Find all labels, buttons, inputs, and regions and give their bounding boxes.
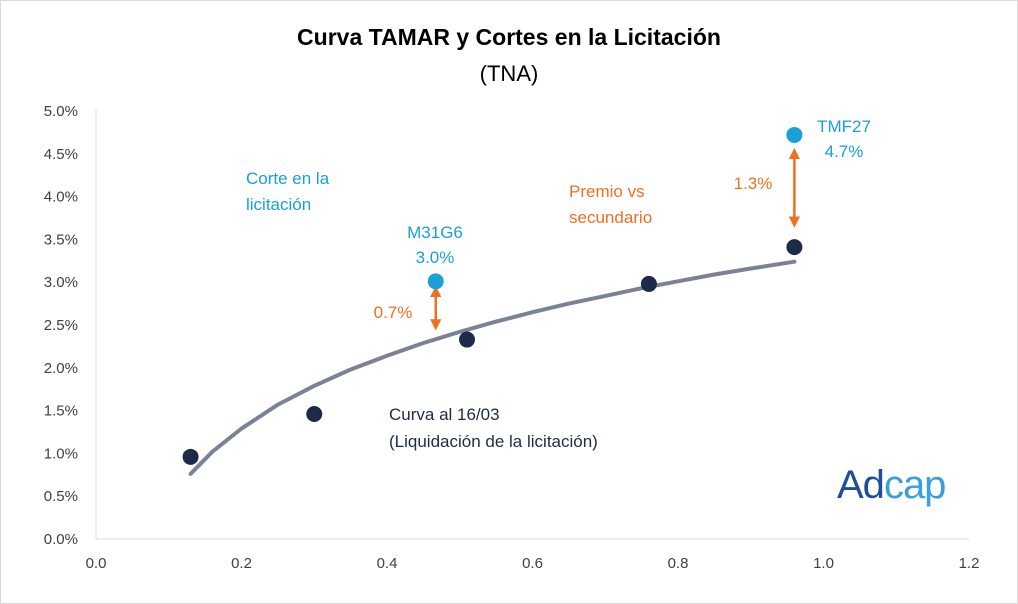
data-point — [306, 406, 323, 423]
premium-arrows — [430, 147, 801, 331]
tmf27-name-label: TMF27 — [817, 117, 871, 136]
x-tick-label: 0.6 — [522, 555, 543, 572]
curva-label-line1: Curva al 16/03 — [389, 405, 500, 424]
y-tick-label: 4.5% — [44, 146, 78, 163]
y-tick-label: 0.5% — [44, 488, 78, 505]
tmf27-value-label: 4.7% — [825, 142, 864, 161]
chart-title: Curva TAMAR y Cortes en la Licitación — [297, 24, 721, 50]
adcap-logo-part2: cap — [884, 463, 946, 507]
y-tick-label: 1.0% — [44, 445, 78, 462]
y-tick-label: 4.0% — [44, 189, 78, 206]
corte-label-line2: licitación — [246, 195, 311, 214]
x-tick-label: 0.4 — [377, 555, 398, 572]
data-point — [459, 331, 476, 348]
data-point — [640, 275, 657, 292]
x-tick-label: 1.0 — [813, 555, 834, 572]
x-tick-label: 1.2 — [959, 555, 980, 572]
y-tick-label: 5.0% — [44, 103, 78, 120]
data-point — [786, 239, 803, 256]
data-point — [182, 448, 199, 465]
y-tick-label: 3.0% — [44, 274, 78, 291]
y-tick-label: 0.0% — [44, 531, 78, 548]
premio-label-line2: secundario — [569, 208, 652, 227]
curva-label-line2: (Liquidación de la licitación) — [389, 432, 598, 451]
data-points — [182, 126, 803, 465]
x-tick-label: 0.0 — [86, 555, 107, 572]
curve-line — [188, 259, 797, 476]
m31g6-value-label: 3.0% — [416, 248, 455, 267]
x-tick-label: 0.8 — [668, 555, 689, 572]
chart-subtitle: (TNA) — [480, 61, 539, 86]
y-tick-label: 1.5% — [44, 403, 78, 420]
premio-label-line1: Premio vs — [569, 182, 645, 201]
arrow-label-tmf27: 1.3% — [734, 174, 773, 193]
adcap-logo: Adcap — [837, 463, 946, 507]
data-point — [427, 273, 444, 290]
y-tick-label: 2.5% — [44, 317, 78, 334]
arrow-label-m31g6: 0.7% — [374, 303, 413, 322]
y-axis-ticks: 0.0% 0.5% 1.0% 1.5% 2.0% 2.5% 3.0% 3.5% 4.0% 4.5%… — [44, 103, 78, 548]
x-tick-label: 0.2 — [231, 555, 252, 572]
fitted-curve — [188, 259, 797, 476]
corte-label-line1: Corte en la — [246, 169, 330, 188]
m31g6-name-label: M31G6 — [407, 223, 463, 242]
adcap-logo-text: Adcap — [837, 463, 945, 507]
y-tick-label: 3.5% — [44, 231, 78, 248]
adcap-logo-part1: Ad — [837, 463, 884, 507]
x-axis-ticks: 0.0 0.2 0.4 0.6 0.8 1.0 1.2 — [86, 555, 980, 572]
y-tick-label: 2.0% — [44, 360, 78, 377]
data-point — [786, 126, 803, 143]
